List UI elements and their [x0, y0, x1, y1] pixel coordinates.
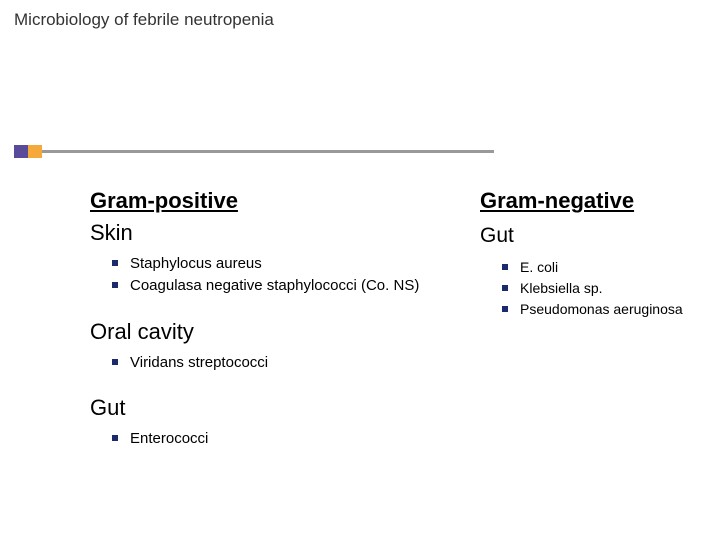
list-item: Enterococci: [112, 429, 460, 449]
section-heading-skin: Skin: [90, 220, 460, 246]
skin-list: Staphylocus aureus Coagulasa negative st…: [112, 254, 460, 297]
oral-list: Viridans streptococci: [112, 353, 460, 373]
slide-title: Microbiology of febrile neutropenia: [14, 10, 274, 30]
section-heading-oral: Oral cavity: [90, 319, 460, 345]
section-heading-gut-left: Gut: [90, 395, 460, 421]
list-item: Pseudomonas aeruginosa: [502, 300, 720, 319]
gram-negative-heading: Gram-negative: [480, 188, 720, 214]
gut-left-list: Enterococci: [112, 429, 460, 449]
right-column: Gram-negative Gut E. coli Klebsiella sp.…: [460, 188, 720, 455]
content-area: Gram-positive Skin Staphylocus aureus Co…: [0, 188, 720, 455]
bar-segment-orange: [28, 145, 42, 158]
list-item: Coagulasa negative staphylococci (Co. NS…: [112, 276, 460, 296]
gram-positive-heading: Gram-positive: [90, 188, 460, 214]
bar-segment-grey: [42, 150, 494, 153]
decorative-bar: [14, 145, 494, 175]
section-heading-gut-right: Gut: [480, 224, 720, 248]
left-column: Gram-positive Skin Staphylocus aureus Co…: [0, 188, 460, 455]
list-item: Staphylocus aureus: [112, 254, 460, 274]
bar-segment-purple: [14, 145, 28, 158]
gut-right-list: E. coli Klebsiella sp. Pseudomonas aerug…: [502, 258, 720, 319]
list-item: E. coli: [502, 258, 720, 277]
list-item: Klebsiella sp.: [502, 279, 720, 298]
list-item: Viridans streptococci: [112, 353, 460, 373]
